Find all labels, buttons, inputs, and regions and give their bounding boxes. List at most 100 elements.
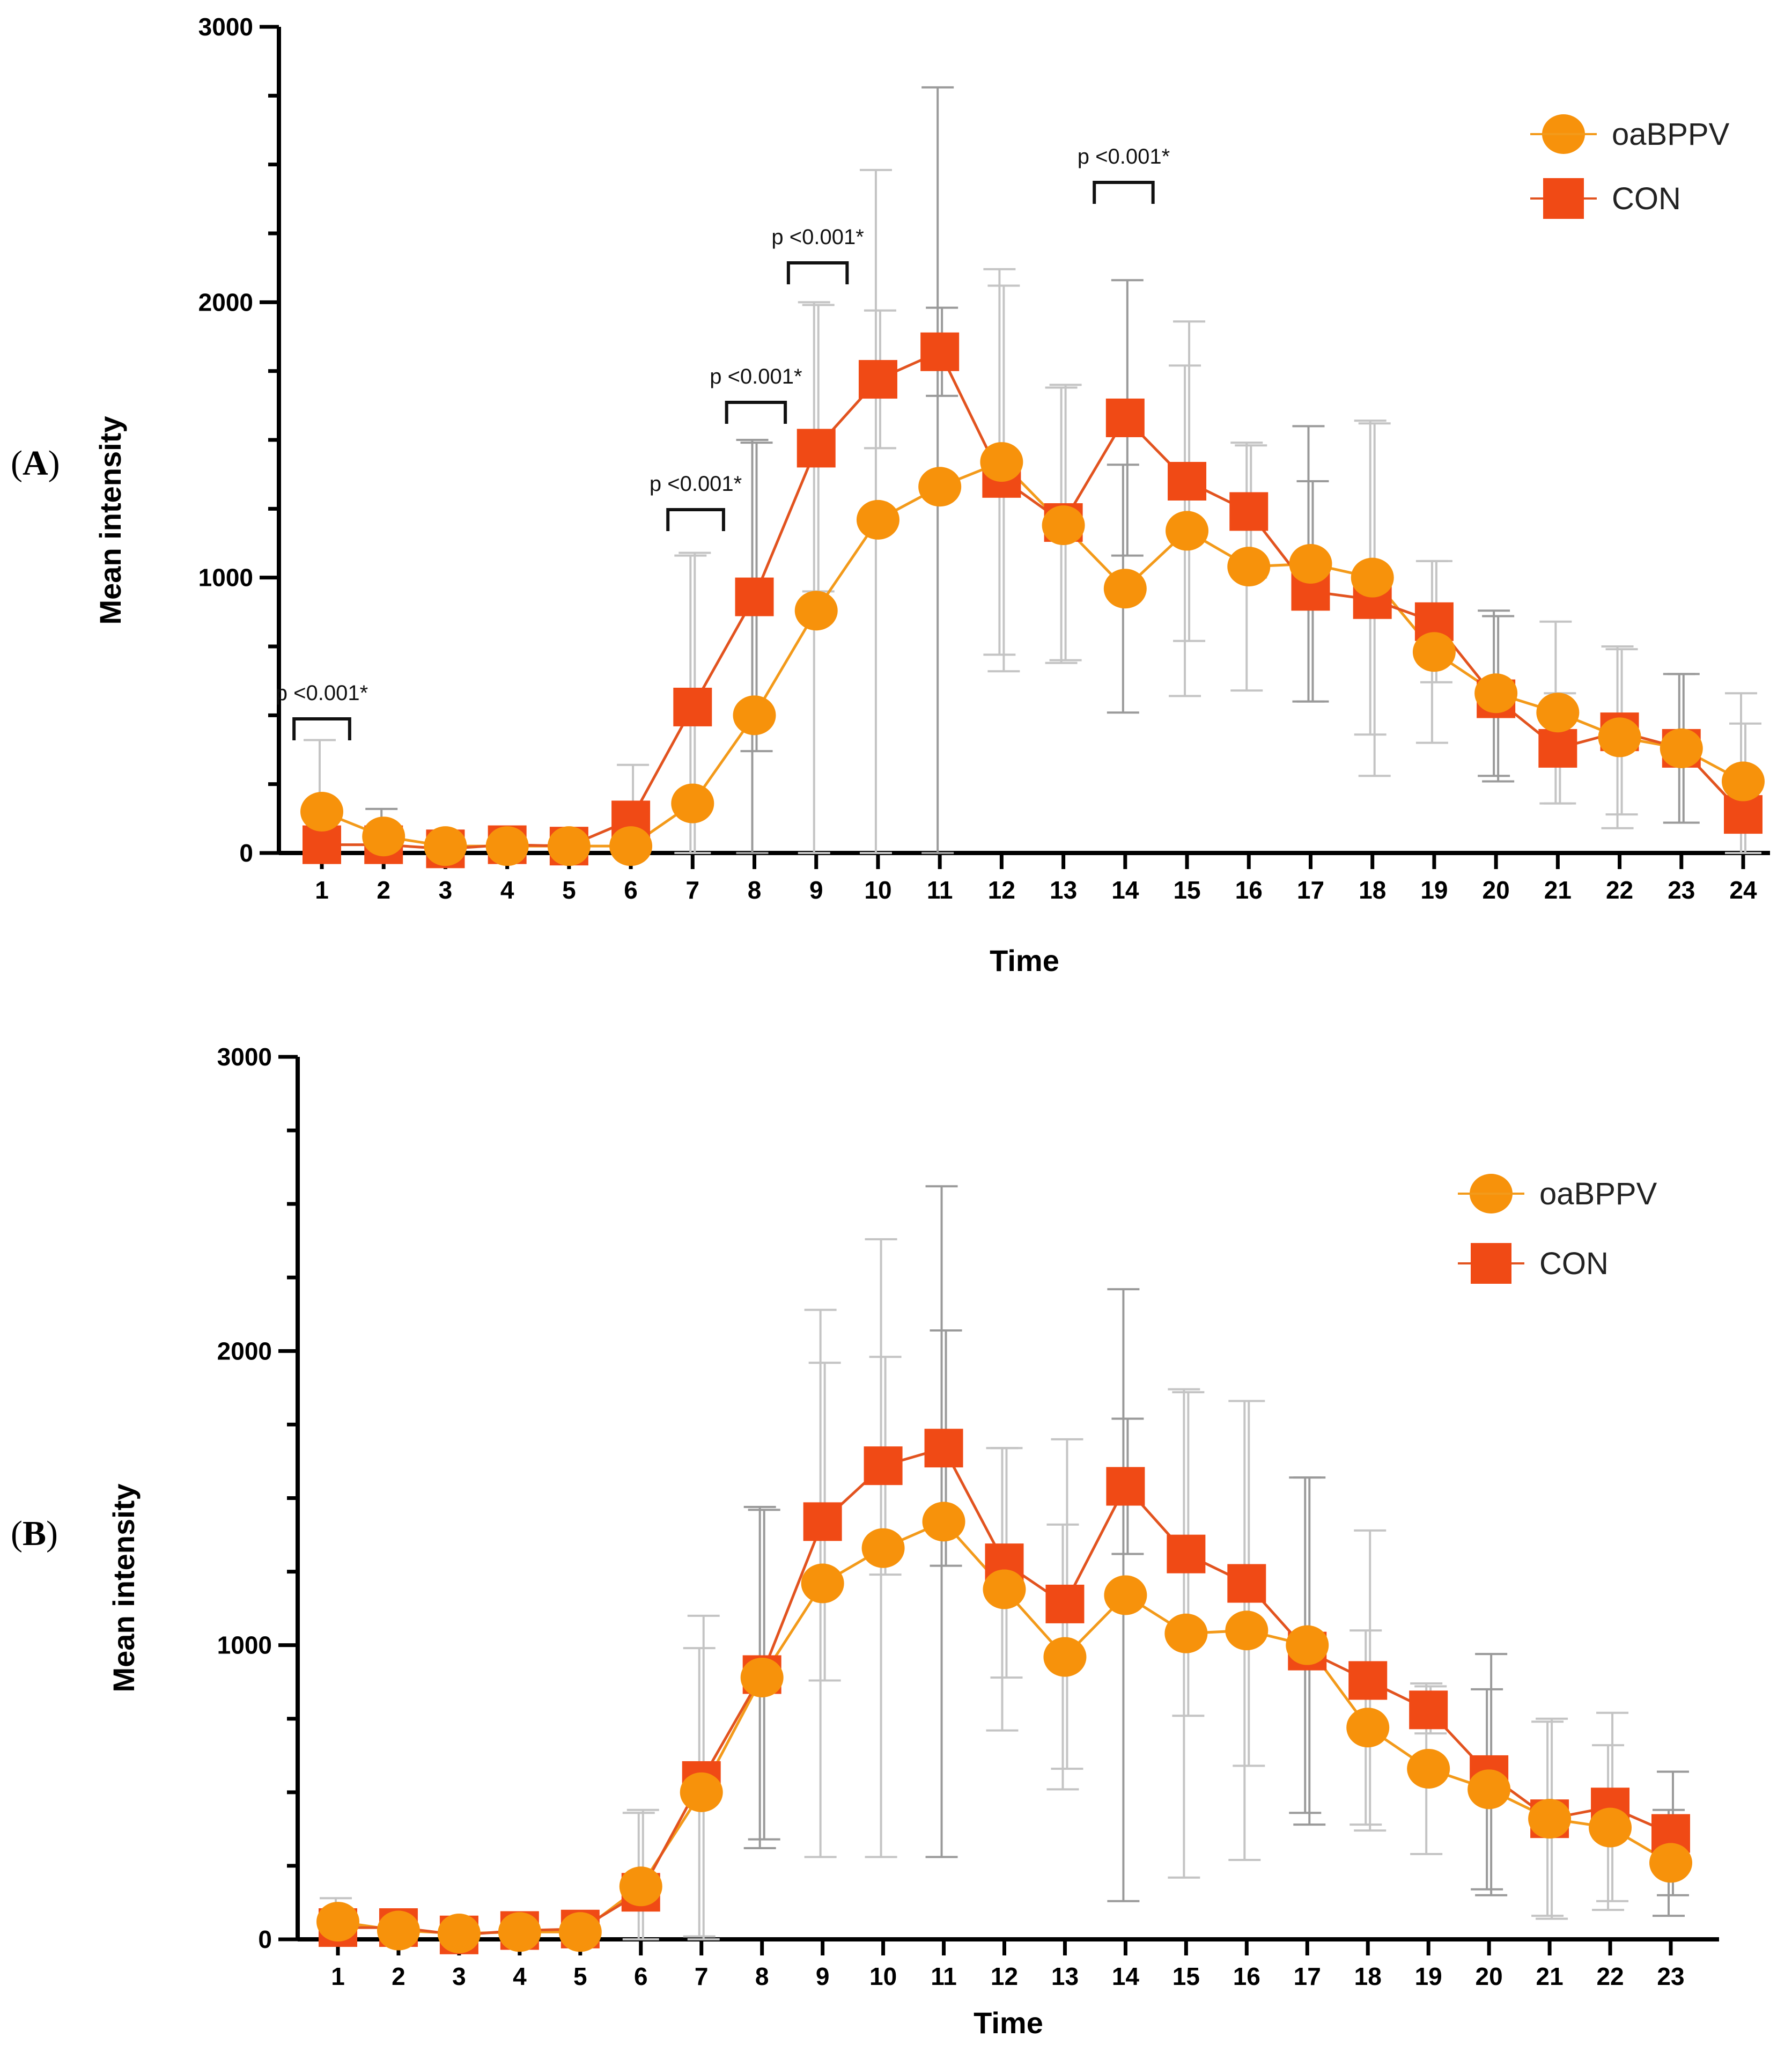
- oabppv-marker: [424, 826, 467, 866]
- oabppv-marker: [609, 826, 653, 866]
- x-tick-label: 19: [1415, 1962, 1442, 1990]
- con-marker: [673, 687, 712, 726]
- x-axis-title: Time: [990, 944, 1059, 977]
- x-tick-label: 12: [991, 1962, 1018, 1990]
- con-marker: [858, 360, 897, 399]
- significance-label: p <0.001*: [1078, 145, 1170, 168]
- x-tick-label: 17: [1297, 876, 1324, 904]
- oabppv-marker: [1474, 673, 1518, 714]
- oabppv-marker: [437, 1914, 481, 1954]
- y-tick-label: 0: [239, 839, 253, 867]
- x-tick-label: 11: [931, 1962, 957, 1990]
- oabppv-marker: [1528, 1799, 1572, 1839]
- significance-label: p <0.001*: [771, 225, 864, 249]
- oabppv-marker: [1227, 547, 1271, 587]
- x-tick-label: 8: [748, 876, 762, 904]
- con-marker: [735, 577, 774, 616]
- panel-label-letter: B: [23, 1514, 46, 1553]
- oabppv-marker: [316, 1902, 359, 1942]
- oabppv-marker: [918, 467, 962, 507]
- x-tick-label: 1: [315, 876, 329, 904]
- oabppv-marker: [1412, 632, 1456, 672]
- oabppv-marker: [619, 1866, 662, 1907]
- x-tick-label: 8: [755, 1962, 769, 1990]
- y-axis-title: Mean intensity: [107, 1484, 141, 1693]
- y-tick-label: 0: [258, 1925, 272, 1953]
- x-tick-label: 14: [1112, 1962, 1140, 1990]
- x-tick-label: 21: [1536, 1962, 1564, 1990]
- oabppv-marker: [1042, 505, 1085, 546]
- con-marker: [1348, 1661, 1388, 1700]
- oabppv-marker: [861, 1528, 905, 1568]
- x-tick-label: 18: [1354, 1962, 1382, 1990]
- series-line-CON: [338, 1446, 1672, 1937]
- oabppv-marker: [740, 1657, 784, 1697]
- panel-label: (B): [11, 1514, 58, 1553]
- con-marker: [1167, 1534, 1206, 1573]
- x-tick-label: 16: [1233, 1962, 1260, 1990]
- oabppv-marker: [1589, 1807, 1632, 1848]
- x-axis-title: Time: [974, 2006, 1043, 2040]
- oabppv-marker: [485, 826, 529, 866]
- oabppv-marker: [1286, 1625, 1329, 1665]
- y-tick-label: 2000: [198, 288, 253, 316]
- significance-bracket: [786, 261, 849, 284]
- x-tick-label: 24: [1729, 876, 1757, 904]
- y-tick-label: 3000: [217, 1043, 272, 1071]
- significance-bracket: [292, 717, 351, 740]
- legend-con-label: CON: [1612, 181, 1681, 216]
- con-marker: [803, 1502, 842, 1541]
- significance-bracket: [666, 508, 725, 531]
- oabppv-marker: [1225, 1610, 1269, 1651]
- oabppv-marker: [300, 792, 343, 832]
- oabppv-marker: [1467, 1769, 1511, 1810]
- oabppv-marker: [922, 1502, 965, 1542]
- oabppv-marker: [1346, 1708, 1390, 1748]
- legend: oaBPPV CON: [1458, 1174, 1657, 1284]
- x-tick-label: 14: [1111, 876, 1139, 904]
- x-tick-label: 13: [1050, 876, 1077, 904]
- oabppv-marker: [1351, 557, 1394, 598]
- oabppv-marker: [1043, 1637, 1087, 1677]
- legend-oabppv-label: oaBPPV: [1539, 1176, 1657, 1211]
- series-line-CON: [322, 350, 1744, 850]
- con-marker: [1168, 462, 1207, 501]
- x-tick-label: 6: [634, 1962, 648, 1990]
- panel-label: (A): [11, 444, 60, 483]
- oabppv-marker: [1289, 544, 1332, 584]
- significance-label: p <0.001*: [276, 681, 368, 705]
- con-marker: [1538, 729, 1577, 768]
- oabppv-marker: [856, 499, 899, 540]
- significance-bracket: [1093, 181, 1155, 204]
- legend-oabppv-label: oaBPPV: [1612, 117, 1730, 152]
- y-tick-label: 2000: [217, 1337, 272, 1365]
- x-tick-label: 10: [869, 1962, 897, 1990]
- oabppv-marker: [794, 591, 838, 631]
- x-tick-label: 7: [686, 876, 700, 904]
- oabppv-marker: [1649, 1843, 1692, 1883]
- oabppv-marker: [1104, 1575, 1147, 1615]
- oabppv-marker: [733, 695, 776, 736]
- x-tick-label: 5: [573, 1962, 587, 1990]
- y-tick-label: 3000: [198, 13, 253, 41]
- x-tick-label: 11: [927, 876, 953, 904]
- x-tick-label: 3: [452, 1962, 466, 1990]
- x-tick-label: 22: [1596, 1962, 1624, 1990]
- x-tick-label: 1: [331, 1962, 345, 1990]
- x-tick-label: 2: [377, 876, 390, 904]
- oabppv-marker: [498, 1912, 541, 1952]
- x-tick-label: 10: [864, 876, 891, 904]
- oabppv-marker: [680, 1772, 723, 1812]
- x-tick-label: 23: [1668, 876, 1695, 904]
- oabppv-marker: [377, 1910, 420, 1951]
- x-tick-label: 3: [439, 876, 453, 904]
- x-tick-label: 6: [624, 876, 638, 904]
- con-marker: [1045, 1584, 1085, 1623]
- oabppv-marker: [1103, 569, 1147, 609]
- x-tick-label: 22: [1606, 876, 1633, 904]
- x-tick-label: 23: [1657, 1962, 1684, 1990]
- x-tick-label: 18: [1359, 876, 1386, 904]
- con-marker: [303, 825, 341, 864]
